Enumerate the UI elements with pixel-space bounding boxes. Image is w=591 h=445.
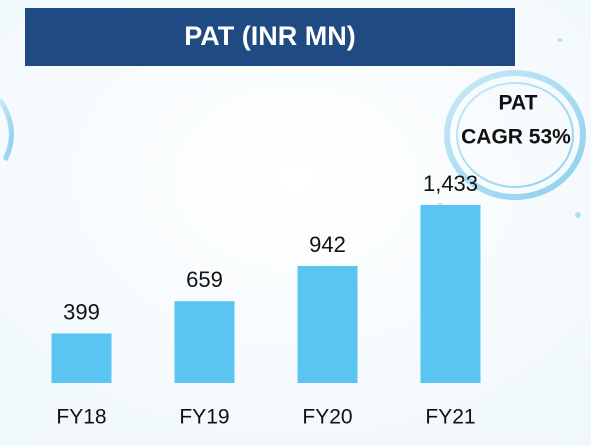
- value-label: 659: [186, 267, 223, 292]
- x-tick-label: FY18: [56, 406, 106, 429]
- x-tick-label: FY19: [179, 406, 229, 429]
- bar: [298, 266, 358, 383]
- x-tick-label: FY20: [302, 406, 352, 429]
- bar: [421, 205, 481, 383]
- chart: PAT (INR MN) PAT CAGR 53% 399 FY18 659 FY19…: [0, 0, 591, 445]
- annotation: PAT: [499, 92, 538, 115]
- annotation: CAGR 53%: [461, 126, 571, 149]
- bar: [175, 301, 235, 383]
- bar: [52, 333, 112, 383]
- value-label: 1,433: [423, 171, 478, 196]
- value-label: 942: [309, 232, 346, 257]
- chart-title: PAT (INR MN): [184, 21, 355, 51]
- x-tick-label: FY21: [425, 406, 475, 429]
- value-label: 399: [63, 299, 100, 324]
